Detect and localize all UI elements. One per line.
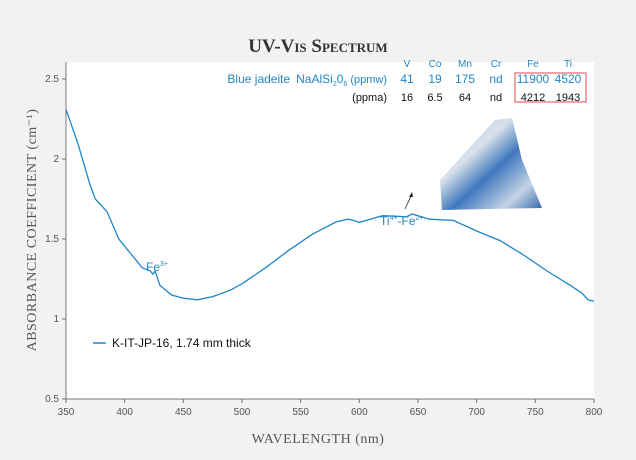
table-cell: 1943 bbox=[556, 92, 580, 104]
table-cell: 16 bbox=[401, 92, 413, 104]
y-axis-label: ABSORBANCE COEFFICIENT (cm⁻¹) bbox=[25, 109, 40, 352]
table-cell: 175 bbox=[455, 72, 475, 86]
y-tick-label: 1 bbox=[53, 314, 59, 325]
annotation-ti-fe: Ti4+-Fe2+ bbox=[380, 214, 424, 228]
column-header: Ti bbox=[564, 59, 572, 70]
row-unit-ppma: (ppma) bbox=[352, 92, 387, 104]
x-tick-label: 600 bbox=[351, 407, 368, 418]
column-header: Cr bbox=[491, 59, 502, 70]
series-line bbox=[65, 109, 595, 303]
y-tick-label: 2.5 bbox=[45, 74, 59, 85]
table-cell: 64 bbox=[459, 92, 471, 104]
chart-title: UV-Vis Spectrum bbox=[248, 36, 387, 57]
highlight-box bbox=[514, 72, 587, 103]
x-tick-label: 800 bbox=[586, 407, 603, 418]
column-header: Fe bbox=[527, 59, 539, 70]
annotation-fe3: Fe3+ bbox=[146, 260, 168, 274]
table-cell: 41 bbox=[400, 72, 414, 86]
y-tick-label: 1.5 bbox=[45, 234, 59, 245]
jadeite-sample-image bbox=[440, 118, 542, 210]
table-cell: nd bbox=[489, 72, 502, 86]
x-axis-label: WAVELENGTH (nm) bbox=[252, 432, 385, 447]
column-header: V bbox=[404, 59, 411, 70]
x-tick-label: 500 bbox=[234, 407, 251, 418]
table-cell: 11900 bbox=[517, 72, 550, 86]
sample-label: Blue jadeite NaAlSi206 (ppmw) bbox=[227, 72, 387, 88]
composition-table: Blue jadeite NaAlSi206 (ppmw) (ppma) V 41 16… bbox=[227, 59, 587, 104]
x-tick-label: 400 bbox=[116, 407, 133, 418]
column-header: Co bbox=[429, 59, 442, 70]
y-tick-label: 2 bbox=[53, 154, 59, 165]
table-cell: nd bbox=[490, 92, 502, 104]
legend-label: K-IT-JP-16, 1.74 mm thick bbox=[112, 336, 252, 350]
x-tick-label: 350 bbox=[58, 407, 75, 418]
plot-area bbox=[66, 62, 594, 399]
x-tick-label: 700 bbox=[468, 407, 485, 418]
x-tick-label: 550 bbox=[292, 407, 309, 418]
x-tick-label: 450 bbox=[175, 407, 192, 418]
table-cell: 4520 bbox=[555, 72, 582, 86]
arrow-head-icon bbox=[409, 192, 413, 197]
x-tick-label: 750 bbox=[527, 407, 544, 418]
column-header: Mn bbox=[458, 59, 472, 70]
table-cell: 6.5 bbox=[427, 92, 442, 104]
table-cell: 4212 bbox=[521, 92, 545, 104]
table-cell: 19 bbox=[428, 72, 442, 86]
x-tick-label: 650 bbox=[410, 407, 427, 418]
y-tick-label: 0.5 bbox=[45, 394, 59, 405]
